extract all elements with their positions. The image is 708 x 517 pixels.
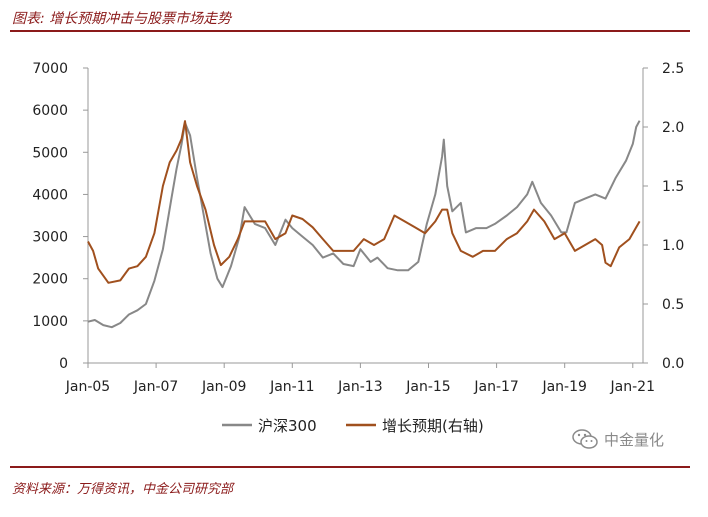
source-note: 资料来源：万得资讯，中金公司研究部: [12, 482, 234, 497]
x-tick-label: Jan-11: [269, 379, 314, 395]
x-tick-label: Jan-21: [610, 379, 655, 395]
x-tick-label: Jan-17: [473, 379, 518, 395]
legend-label-csi300: 沪深300: [258, 417, 317, 435]
y-left-tick-label: 2000: [32, 272, 68, 288]
y-right-tick-label: 0.0: [662, 356, 684, 372]
series-line-growth-expectation: [87, 120, 641, 284]
footer-divider: [10, 466, 690, 468]
header-divider: [10, 30, 690, 32]
y-left-tick-label: 3000: [32, 230, 68, 246]
series-line-csi300: [87, 120, 641, 329]
y-right-tick-label: 0.5: [662, 297, 684, 313]
y-left-tick-label: 1000: [32, 314, 68, 330]
y-left-tick-label: 6000: [32, 103, 68, 119]
y-right-tick-label: 2.0: [662, 120, 684, 136]
x-tick-label: Jan-13: [337, 379, 382, 395]
x-tick-label: Jan-19: [541, 379, 586, 395]
x-tick-label: Jan-09: [201, 379, 246, 395]
x-tick-label: Jan-05: [65, 379, 110, 395]
y-left-tick-label: 5000: [32, 145, 68, 161]
wechat-icon: [572, 429, 598, 449]
watermark-text: 中金量化: [604, 430, 665, 449]
legend-label-growth-expectation: 增长预期(右轴): [382, 417, 484, 435]
watermark: 中金量化: [572, 428, 664, 450]
x-tick-label: Jan-07: [133, 379, 178, 395]
y-left-tick-label: 0: [59, 356, 68, 372]
y-right-tick-label: 1.0: [662, 238, 684, 254]
y-right-tick-label: 1.5: [662, 179, 684, 195]
y-right-tick-label: 2.5: [662, 61, 684, 77]
y-left-tick-label: 7000: [32, 61, 68, 77]
x-tick-label: Jan-15: [405, 379, 450, 395]
y-left-tick-label: 4000: [32, 187, 68, 203]
page-title: 图表: 增长预期冲击与股票市场走势: [12, 11, 232, 27]
